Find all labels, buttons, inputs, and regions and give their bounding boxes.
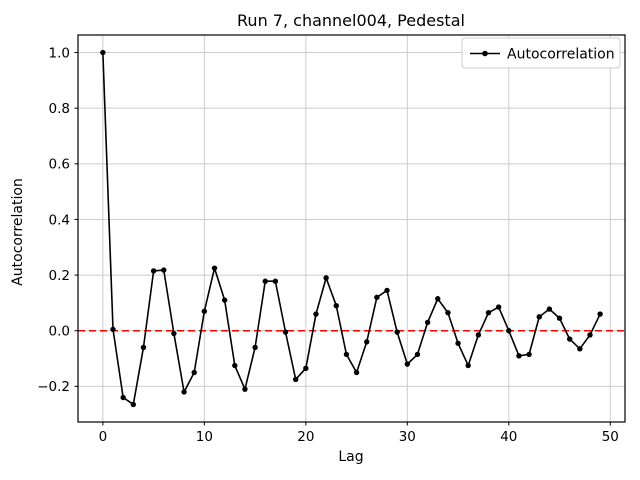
data-point [556,315,563,321]
chart-title: Run 7, channel004, Pedestal [237,11,465,30]
y-tick-label: 0.0 [49,324,70,340]
y-tick-label: 0.8 [49,101,70,117]
data-point [272,278,279,284]
legend-box [461,37,621,69]
data-point [597,311,603,317]
data-point [232,362,238,369]
data-point [262,278,268,284]
data-point [536,314,542,320]
data-point [130,401,137,408]
data-point [384,287,390,294]
data-point [566,336,573,342]
data-point [404,361,411,367]
data-point [343,351,350,358]
data-point [313,311,319,317]
plot-border [77,34,626,423]
data-point [171,330,177,337]
x-tick-label: 40 [500,429,517,445]
data-point [181,389,187,395]
x-tick-label: 20 [297,429,314,445]
x-tick-label: 30 [399,429,416,445]
x-tick-label: 50 [602,429,619,445]
data-point [424,319,431,326]
data-point [374,294,380,301]
data-point [221,297,228,303]
data-point [191,369,197,376]
x-tick-label: 0 [99,429,108,445]
data-point [252,344,258,351]
data-point [242,386,248,392]
data-point [292,376,299,383]
data-point [526,351,532,358]
axis-ticks: 0 10 20 30 40 50 1.0 0.8 0.6 0.4 0.2 0.0 −0.2 [37,45,619,445]
data-point [475,332,482,338]
data-point [414,351,421,358]
y-tick-label: 0.6 [49,157,70,173]
data-point [282,329,289,335]
data-point [120,394,126,401]
data-point [516,353,522,359]
y-tick-label: −0.2 [37,379,70,395]
data-point [394,329,400,335]
legend: Autocorrelation [461,37,621,69]
y-tick-label: 1.0 [49,45,70,61]
y-tick-label: 0.2 [49,268,70,284]
data-point [546,306,553,312]
data-point [364,339,370,345]
data-point [110,326,116,333]
data-point [303,365,309,372]
data-point [506,328,512,334]
data-point [577,346,583,352]
data-point [495,304,502,310]
data-point [323,275,329,281]
data-point [445,309,451,316]
x-axis-label: Lag [338,449,363,465]
data-point [435,296,441,302]
autocorrelation-series [100,49,603,408]
data-point [201,308,208,314]
data-point [587,332,593,338]
data-point [333,303,339,309]
data-point [485,309,492,316]
y-tick-label: 0.4 [49,212,70,228]
data-point [140,344,147,351]
data-point [100,49,106,56]
series-line [102,52,601,406]
data-point [211,265,218,271]
data-point [455,340,461,346]
y-axis-label: Autocorrelation [10,178,26,286]
data-point [465,362,471,369]
legend-marker-dot [482,50,488,57]
x-tick-label: 10 [196,429,213,445]
data-point [161,267,167,273]
data-point [150,268,157,274]
data-point [353,369,360,376]
legend-label: Autocorrelation [507,47,615,63]
